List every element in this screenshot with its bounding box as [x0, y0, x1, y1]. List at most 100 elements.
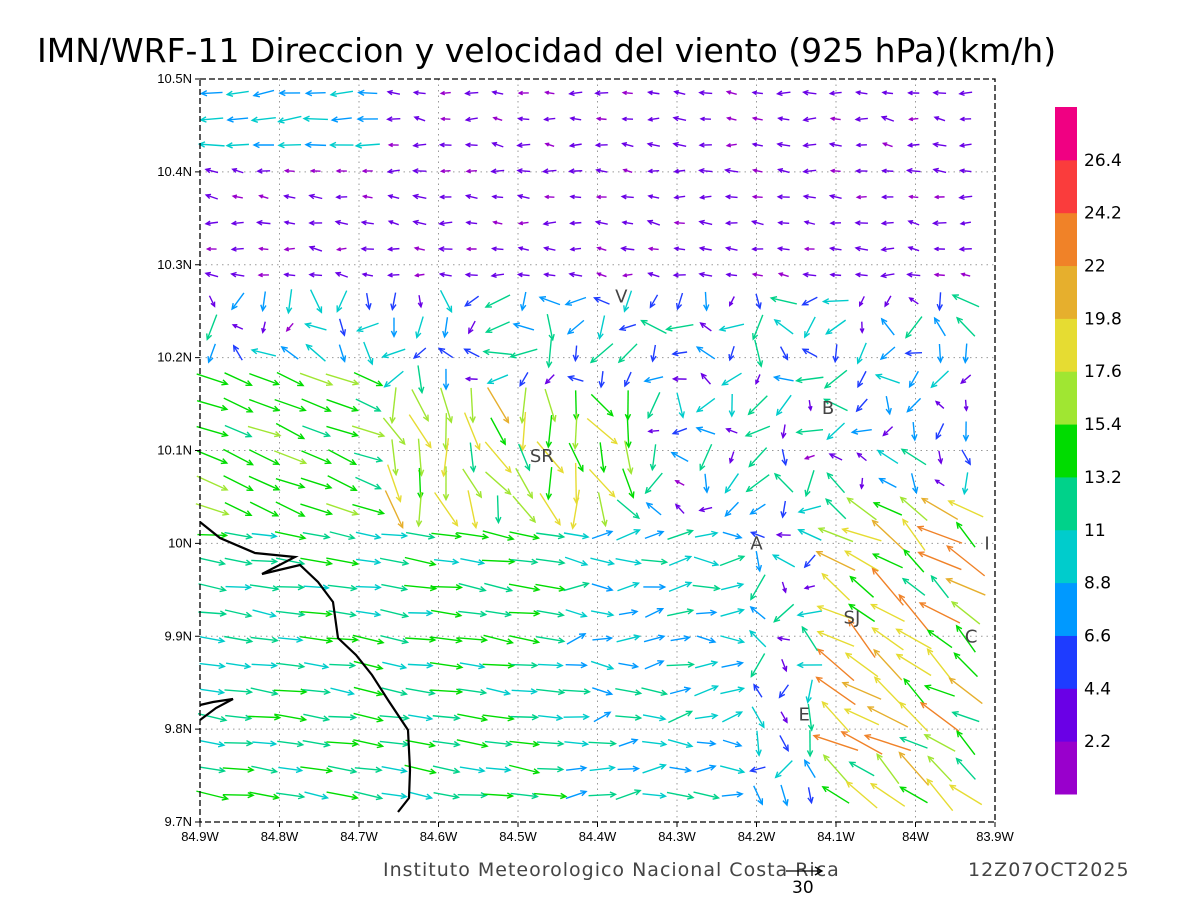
wind-vector-arrow — [381, 792, 408, 800]
wind-vector-arrow — [803, 220, 816, 225]
wind-vector-arrow — [283, 168, 295, 174]
wind-vector-arrow — [777, 116, 790, 122]
wind-vector-arrow — [724, 501, 739, 517]
wind-vector-arrow — [509, 610, 541, 617]
wind-vector-arrow — [250, 687, 279, 696]
wind-vector-arrow — [803, 759, 816, 778]
wind-vector-arrow — [308, 272, 323, 278]
wind-vector-arrow — [804, 470, 815, 498]
wind-vector-arrow — [847, 603, 876, 623]
wind-vector-arrow — [898, 751, 930, 786]
wind-vector-arrow — [251, 765, 279, 774]
wind-vector-arrow — [903, 677, 925, 704]
wind-vector-arrow — [250, 348, 277, 357]
wind-vector-arrow — [326, 740, 360, 747]
wind-vector-arrow — [647, 271, 660, 278]
wind-vector-arrow — [512, 495, 537, 524]
wind-vector-arrow — [283, 246, 295, 252]
wind-vector-arrow — [225, 90, 249, 98]
wind-vector-arrow — [301, 450, 333, 465]
wind-vector-arrow — [381, 532, 409, 539]
wind-vector-arrow — [774, 760, 793, 779]
wind-vector-arrow — [955, 521, 976, 548]
wind-vector-arrow — [777, 220, 790, 226]
wind-vector-arrow — [353, 739, 385, 749]
wind-vector-arrow — [390, 317, 398, 338]
wind-vector-arrow — [780, 424, 787, 440]
wind-vector-arrow — [356, 115, 378, 123]
wind-vector-arrow — [776, 246, 790, 252]
wind-vector-arrow — [353, 452, 384, 463]
wind-vector-arrow — [412, 90, 426, 96]
wind-vector-arrow — [544, 374, 555, 385]
wind-vector-arrow — [750, 574, 766, 601]
wind-vector-arrow — [382, 417, 406, 446]
wind-vector-arrow — [326, 636, 360, 643]
wind-vector-arrow — [338, 344, 347, 363]
wind-vector-arrow — [511, 662, 539, 669]
wind-vector-arrow — [755, 374, 761, 386]
wind-vector-arrow — [252, 609, 278, 618]
wind-vector-arrow — [822, 754, 849, 784]
wind-vector-arrow — [885, 396, 892, 416]
wind-vector-arrow — [899, 786, 928, 804]
wind-vector-arrow — [355, 322, 379, 333]
wind-vector-arrow — [620, 194, 634, 200]
wind-vector-arrow — [779, 346, 789, 361]
wind-vector-arrow — [517, 116, 530, 122]
wind-vector-arrow — [224, 372, 253, 387]
wind-vector-arrow — [642, 792, 668, 799]
wind-vector-arrow — [381, 348, 406, 359]
wind-vector-arrow — [357, 89, 378, 97]
wind-vector-arrow — [520, 291, 527, 312]
wind-vector-arrow — [330, 687, 356, 696]
plot-area: V SR B A SJ C E I 84.9W 84.8W 84.7W 84.6W 84.5W 84.4… — [157, 71, 1014, 844]
wind-vector-arrow — [698, 219, 713, 226]
wind-vector-arrow — [255, 219, 271, 226]
wind-vector-arrow — [829, 272, 842, 278]
wind-vector-arrow — [387, 272, 400, 278]
wind-vector-arrow — [464, 194, 478, 200]
wind-vector-arrow — [670, 635, 691, 642]
wind-vector-arrow — [825, 498, 847, 520]
wind-vector-arrow — [802, 194, 816, 200]
wind-vector-arrow — [775, 394, 792, 417]
station-label: V — [615, 286, 628, 307]
wind-vector-arrow — [859, 477, 865, 490]
colorbar-label: 15.4 — [1084, 415, 1122, 435]
x-tick-label: 84.4W — [579, 829, 617, 844]
wind-vector-arrow — [666, 661, 695, 668]
wind-vector-arrow — [384, 490, 404, 529]
wind-vector-arrow — [432, 714, 461, 721]
coastline-peninsula-tip — [199, 697, 234, 721]
wind-vector-arrow — [946, 545, 986, 577]
wind-vector-arrow — [457, 791, 488, 799]
wind-vector-arrow — [208, 295, 216, 308]
wind-vector-arrow — [933, 194, 945, 200]
wind-vector-arrow — [694, 660, 719, 669]
wind-vector-arrow — [621, 90, 633, 96]
wind-vector-arrow — [483, 792, 515, 799]
wind-vector-arrow — [327, 475, 358, 491]
wind-vector-arrow — [592, 635, 614, 642]
wind-vector-arrow — [934, 400, 945, 409]
colorbar-label: 17.6 — [1084, 362, 1122, 382]
wind-vector-arrow — [440, 116, 451, 122]
wind-vector-arrow — [486, 687, 512, 696]
wind-vector-arrow — [616, 634, 641, 643]
wind-vector-arrow — [895, 628, 932, 650]
wind-vector-arrow — [728, 345, 735, 362]
wind-vector-arrow — [667, 739, 694, 749]
wind-vector-arrow — [695, 397, 716, 413]
wind-vector-arrow — [326, 557, 360, 567]
wind-vector-arrow — [329, 531, 356, 541]
wind-vector-arrow — [667, 608, 695, 617]
wind-vector-arrow — [509, 740, 541, 748]
wind-vector-arrow — [769, 296, 797, 305]
wind-vector-arrow — [849, 575, 875, 598]
wind-vector-arrow — [881, 90, 894, 96]
wind-vector-arrow — [199, 90, 223, 97]
wind-vector-arrow — [871, 567, 904, 606]
wind-vector-arrow — [308, 220, 323, 226]
wind-vector-arrow — [352, 634, 385, 645]
